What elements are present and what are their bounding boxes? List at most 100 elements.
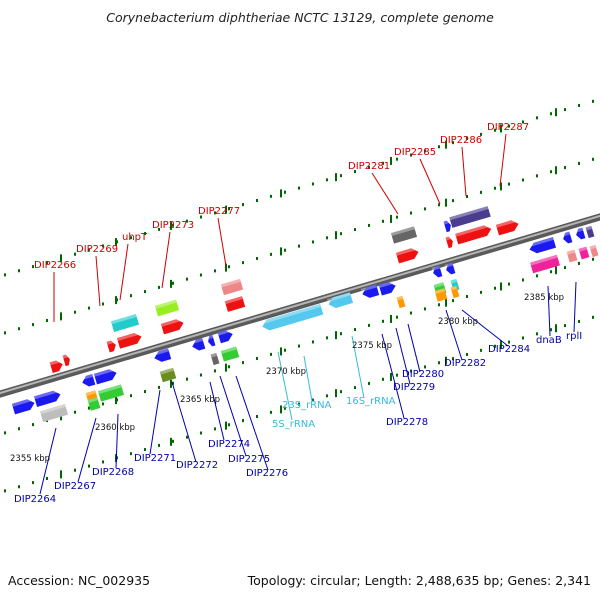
tick-dot <box>312 398 314 402</box>
gene-feature-shape <box>159 367 177 383</box>
tick-dot <box>326 336 328 340</box>
reverse-gene-label: DIP2268 <box>92 467 134 478</box>
gene-feature-shape <box>566 249 578 263</box>
tick-dot <box>396 315 398 319</box>
tick-dot <box>172 439 174 443</box>
scale-label: 2375 kbp <box>352 341 392 351</box>
tick-major <box>170 279 172 288</box>
gene-feature-shape <box>49 360 63 373</box>
gene-feature-shape <box>106 340 116 353</box>
gene-feature-shine <box>396 295 404 301</box>
tick-dot <box>480 290 482 294</box>
tick-dot <box>550 328 552 332</box>
reverse-gene-label: DIP2272 <box>176 460 218 471</box>
gene-feature-shape <box>434 288 448 302</box>
gene-feature <box>160 317 184 335</box>
tick-major <box>115 238 117 247</box>
tick-major <box>445 356 447 365</box>
leader-line <box>351 335 365 399</box>
tick-dot <box>564 324 566 328</box>
leader-line <box>161 231 171 289</box>
tick-major <box>390 214 392 223</box>
tick-dot <box>326 394 328 398</box>
gene-feature <box>530 254 560 274</box>
tick-dot <box>158 227 160 231</box>
tick-dot <box>438 361 440 365</box>
gene-feature <box>87 397 101 411</box>
tick-major <box>280 347 282 356</box>
tick-major <box>555 108 557 117</box>
gene-feature-shine <box>210 352 218 358</box>
gene-feature-shape <box>210 352 220 366</box>
tick-dot <box>536 274 538 278</box>
tick-dot <box>158 285 160 289</box>
gene-feature-shine <box>434 288 446 295</box>
gene-feature <box>220 278 244 296</box>
tick-dot <box>214 427 216 431</box>
tick-dot <box>354 328 356 332</box>
tick-dot <box>452 199 454 203</box>
tick-dot <box>354 170 356 174</box>
gene-feature-shape <box>154 348 172 362</box>
tick-dot <box>494 128 496 132</box>
gene-feature-shape <box>11 399 35 415</box>
tick-dot <box>522 120 524 124</box>
gene-feature-shape <box>39 404 69 422</box>
gene-feature <box>106 339 116 353</box>
gene-feature-shine <box>33 389 60 400</box>
tick-dot <box>186 435 188 439</box>
tick-dot <box>88 306 90 310</box>
gene-feature-shine <box>152 348 169 356</box>
tick-dot <box>46 318 48 322</box>
gene-feature <box>110 314 140 332</box>
tick-dot <box>368 223 370 227</box>
reverse-gene-label: DIP2282 <box>444 358 486 369</box>
gene-feature-shape <box>455 225 492 245</box>
gene-feature-shape <box>82 374 96 387</box>
tick-dot <box>256 198 258 202</box>
leader-line <box>499 133 507 187</box>
gene-feature <box>220 346 240 362</box>
gene-feature <box>152 348 172 362</box>
tick-dot <box>340 390 342 394</box>
gene-feature-shape <box>446 262 456 275</box>
tick-dot <box>242 419 244 423</box>
gene-feature-shine <box>190 338 204 345</box>
tick-dot <box>74 310 76 314</box>
rna-gene-label: 23S_rRNA <box>282 400 332 411</box>
tick-major <box>115 296 117 305</box>
gene-feature-shine <box>217 328 233 336</box>
gene-feature <box>395 246 419 264</box>
gene-feature-shine <box>495 218 518 228</box>
gene-feature-shape <box>450 285 460 299</box>
rna-gene-label: 16S_rRNA <box>346 396 396 407</box>
tick-dot <box>396 373 398 377</box>
leader-line <box>303 355 313 402</box>
tick-dot <box>130 294 132 298</box>
tick-dot <box>256 414 258 418</box>
reverse-gene-label: DIP2264 <box>14 494 56 505</box>
gene-feature-shine <box>11 397 34 407</box>
leader-line <box>407 323 421 373</box>
forward-gene-label: DIP2273 <box>152 220 194 231</box>
gene-feature-shine <box>378 280 395 288</box>
gene-feature-shape <box>328 292 354 308</box>
tick-dot <box>256 356 258 360</box>
gene-feature <box>11 397 35 415</box>
gene-feature-shape <box>97 384 125 402</box>
scale-label: 2370 kbp <box>266 367 306 377</box>
gene-feature-shape <box>154 299 180 317</box>
gene-feature-shine <box>574 227 584 233</box>
tick-dot <box>130 394 132 398</box>
gene-feature-shine <box>85 390 97 397</box>
tick-dot <box>130 236 132 240</box>
tick-dot <box>46 260 48 264</box>
leader-line <box>395 327 411 385</box>
tick-dot <box>508 182 510 186</box>
tick-dot <box>102 302 104 306</box>
gene-feature-shape <box>563 231 573 244</box>
feature-labels: 2355 kbp 2360 kbp 2365 kbp 2370 kbp 2375 kbp… <box>10 122 582 505</box>
reverse-gene-label: rplI <box>566 331 582 342</box>
gene-feature-shine <box>433 282 445 289</box>
gene-feature <box>566 249 578 263</box>
